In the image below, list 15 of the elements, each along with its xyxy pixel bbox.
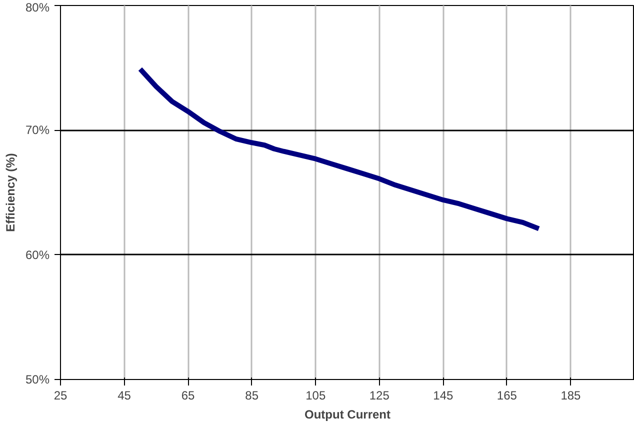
y-tick-label: 60% <box>25 248 50 262</box>
x-tick-label: 145 <box>433 388 454 402</box>
x-tick-label: 125 <box>369 388 390 402</box>
x-tick-label: 165 <box>496 388 518 402</box>
x-tick-label: 65 <box>181 388 196 402</box>
x-tick-label: 45 <box>118 388 132 402</box>
x-axis-title: Output Current <box>304 408 391 422</box>
y-axis-title: Efficiency (%) <box>3 153 18 232</box>
y-tick-label: 50% <box>25 372 50 386</box>
x-tick-label: 25 <box>54 388 68 402</box>
x-tick-label: 85 <box>245 388 259 402</box>
x-tick-label: 105 <box>306 388 326 402</box>
y-tick-label: 70% <box>25 123 50 138</box>
x-tick-label: 185 <box>560 388 582 402</box>
y-tick-label: 80% <box>25 0 50 14</box>
